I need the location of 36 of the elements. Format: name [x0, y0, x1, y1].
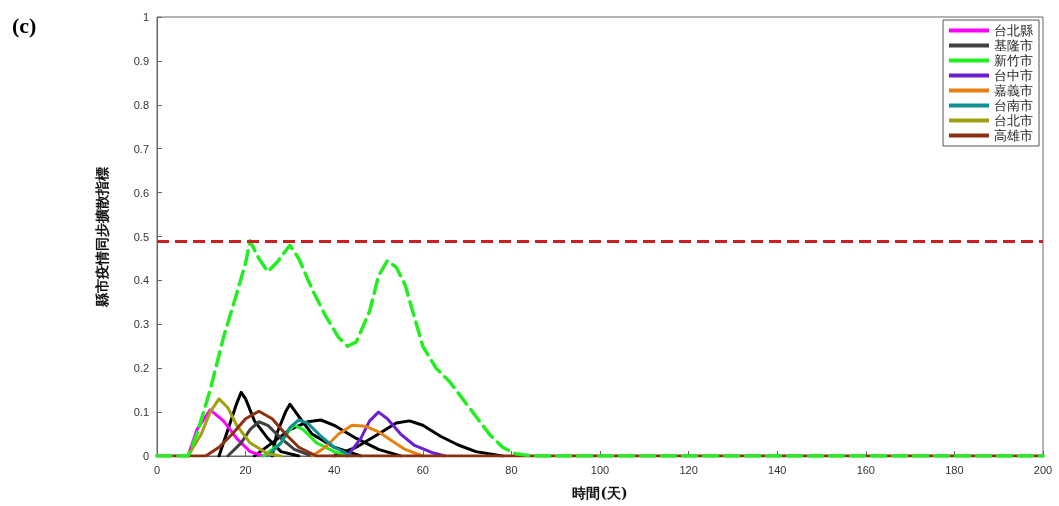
legend-label: 新竹市 [994, 53, 1033, 68]
legend-label: 台南市 [994, 98, 1033, 113]
y-tick-label: 0.7 [133, 142, 149, 155]
x-tick-label: 40 [328, 463, 341, 476]
y-tick-label: 0.9 [133, 54, 149, 67]
legend-label: 嘉義市 [994, 83, 1033, 98]
line-series [226, 420, 314, 458]
x-tick-label: 180 [945, 463, 964, 476]
x-tick-label: 0 [153, 463, 161, 476]
legend-label: 基隆市 [994, 38, 1033, 53]
x-tick-label: 140 [768, 463, 787, 476]
y-tick-label: 0.1 [133, 406, 149, 419]
y-tick-label: 0.6 [133, 186, 149, 199]
x-tick-label: 20 [239, 463, 252, 476]
legend-label: 高雄市 [994, 128, 1033, 143]
x-tick-label: 200 [1033, 463, 1053, 476]
y-tick-label: 1 [142, 11, 149, 23]
line-series [345, 410, 447, 458]
y-tick-label: 0.3 [133, 318, 149, 331]
x-tick-label: 80 [505, 463, 518, 476]
y-tick-label: 0.4 [133, 274, 149, 287]
y-tick-label: 0.8 [133, 98, 149, 111]
x-tick-label: 160 [856, 463, 875, 476]
x-axis-title: 時間(天) [572, 485, 628, 501]
legend-label: 台北縣 [994, 23, 1033, 38]
y-tick-label: 0.5 [133, 230, 149, 243]
legend-label: 台中市 [994, 68, 1033, 83]
y-tick-label: 0 [142, 450, 149, 462]
line-series [310, 423, 425, 458]
y-axis-title: 縣市疫情同步擴散指標 [94, 166, 110, 308]
x-tick-label: 120 [679, 463, 698, 476]
y-tick-label: 0.2 [133, 362, 149, 375]
text: (c) [12, 12, 37, 38]
x-tick-label: 100 [590, 463, 610, 476]
legend-label: 台北市 [994, 113, 1033, 128]
x-tick-label: 60 [416, 463, 429, 476]
